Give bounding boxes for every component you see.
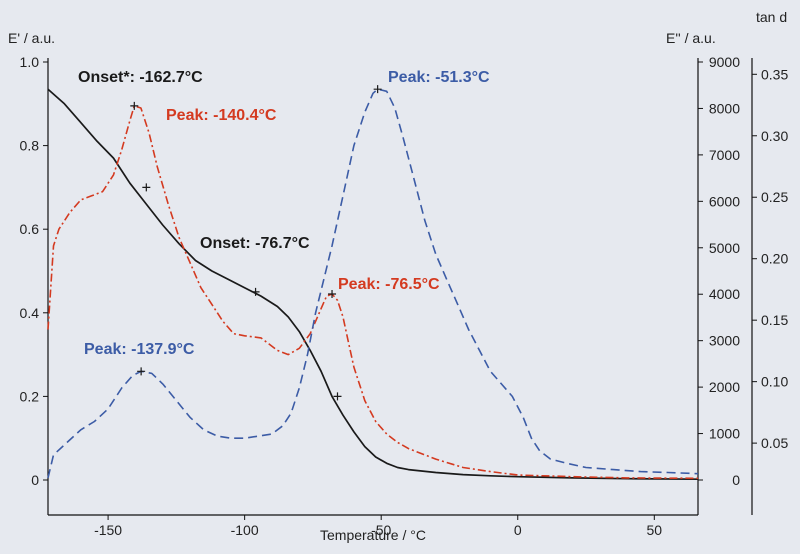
y-left-tick-label: 0 <box>31 472 39 488</box>
point-marker <box>328 289 337 298</box>
y-far-right-tick-label: 0.10 <box>761 374 788 390</box>
series-line-loss <box>47 105 699 480</box>
point-marker <box>251 287 260 296</box>
y-right-tick-label: 8000 <box>709 100 740 116</box>
y-far-right-tick-label: 0.05 <box>761 435 788 451</box>
tick-layer: -150 -100 -50 0 50 0 0.2 0.4 0.6 0.8 1.0 0 1000 2000 3… <box>20 54 789 538</box>
y-right-tick-label: 5000 <box>709 240 740 256</box>
annotation-peak-3: Peak: -76.5°C <box>338 276 440 293</box>
y-far-right-tick-label: 0.15 <box>761 312 788 328</box>
y-left-tick-label: 0.2 <box>20 388 40 404</box>
y-right-tick-label: 7000 <box>709 147 740 163</box>
annotation-onset-2: Onset: -76.7°C <box>200 235 310 252</box>
x-tick-label: -100 <box>231 522 259 538</box>
annotation-peak-1: Peak: -140.4°C <box>166 107 277 124</box>
curve-layer <box>47 88 699 481</box>
annotation-peak-2: Peak: -51.3°C <box>388 69 490 86</box>
y-far-right-tick-label: 0.35 <box>761 66 788 82</box>
y-far-right-tick-label: 0.25 <box>761 189 788 205</box>
y-right-title: E'' / a.u. <box>666 30 716 46</box>
x-tick-label: 50 <box>647 522 663 538</box>
y-right-tick-label: 2000 <box>709 379 740 395</box>
annotation-peak-4: Peak: -137.9°C <box>84 341 195 358</box>
annotation-onset-1: Onset*: -162.7°C <box>78 69 203 86</box>
x-tick-label: -50 <box>371 522 391 538</box>
x-tick-label: -150 <box>94 522 122 538</box>
y-right-tick-label: 6000 <box>709 193 740 209</box>
y-left-title: E' / a.u. <box>8 30 55 46</box>
y-left-tick-label: 0.4 <box>20 305 40 321</box>
y-right-tick-label: 0 <box>732 472 740 488</box>
point-marker <box>137 367 146 376</box>
point-marker <box>142 183 151 192</box>
y-left-tick-label: 0.6 <box>20 221 40 237</box>
y-far-right-tick-label: 0.20 <box>761 251 788 267</box>
point-marker <box>373 85 382 94</box>
y-right-tick-label: 3000 <box>709 333 740 349</box>
y-far-right-title: tan d <box>756 9 787 25</box>
x-title: Temperature / °C <box>320 527 426 543</box>
marker-layer <box>130 85 382 401</box>
x-tick-label: 0 <box>514 522 522 538</box>
y-right-tick-label: 9000 <box>709 54 740 70</box>
point-marker <box>130 101 139 110</box>
y-right-tick-label: 4000 <box>709 286 740 302</box>
y-left-tick-label: 1.0 <box>20 54 40 70</box>
y-right-tick-label: 1000 <box>709 426 740 442</box>
y-far-right-tick-label: 0.30 <box>761 128 788 144</box>
y-left-tick-label: 0.8 <box>20 138 40 154</box>
point-marker <box>333 392 342 401</box>
series-line-tand <box>47 88 699 479</box>
